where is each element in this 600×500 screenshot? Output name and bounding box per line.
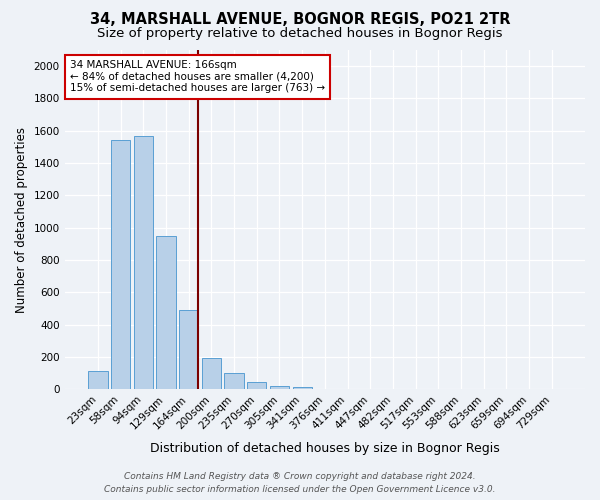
Bar	[88, 372, 107, 389]
Text: 34, MARSHALL AVENUE, BOGNOR REGIS, PO21 2TR: 34, MARSHALL AVENUE, BOGNOR REGIS, PO21 …	[90, 12, 510, 28]
Bar	[270, 386, 289, 389]
X-axis label: Distribution of detached houses by size in Bognor Regis: Distribution of detached houses by size …	[150, 442, 500, 455]
Bar	[179, 310, 199, 389]
Bar	[293, 387, 312, 389]
Text: 34 MARSHALL AVENUE: 166sqm
← 84% of detached houses are smaller (4,200)
15% of s: 34 MARSHALL AVENUE: 166sqm ← 84% of deta…	[70, 60, 325, 94]
Text: Contains HM Land Registry data ® Crown copyright and database right 2024.
Contai: Contains HM Land Registry data ® Crown c…	[104, 472, 496, 494]
Bar	[134, 136, 153, 389]
Text: Size of property relative to detached houses in Bognor Regis: Size of property relative to detached ho…	[97, 28, 503, 40]
Bar	[247, 382, 266, 389]
Y-axis label: Number of detached properties: Number of detached properties	[15, 126, 28, 312]
Bar	[202, 358, 221, 389]
Bar	[157, 236, 176, 389]
Bar	[111, 140, 130, 389]
Bar	[224, 373, 244, 389]
